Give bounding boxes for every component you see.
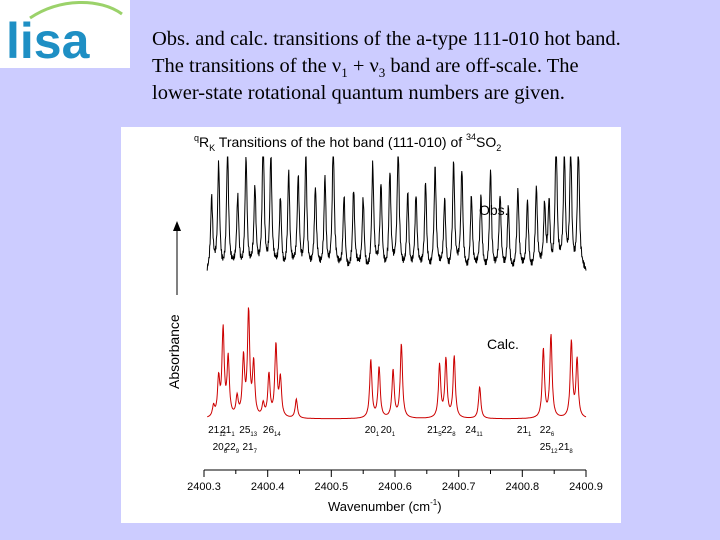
x-tick-label: 2400.7 bbox=[442, 481, 476, 493]
x-tick-label: 2400.4 bbox=[251, 481, 285, 493]
annotation-label-0: 2112 bbox=[208, 425, 226, 438]
logo-text: lisa bbox=[6, 13, 91, 68]
annotation-label-5: 201 bbox=[381, 425, 396, 438]
caption-sub-3: 3 bbox=[378, 65, 386, 81]
annotation-label-15: 218 bbox=[558, 442, 573, 455]
title-text: Transitions of the hot band (111-010) of bbox=[215, 134, 466, 150]
annotation-label-10: 226 bbox=[540, 425, 555, 438]
legend-obs: Obs. bbox=[479, 202, 509, 218]
annotation-label-7: 228 bbox=[441, 425, 456, 438]
title-pre-sup: q bbox=[194, 133, 199, 143]
logo-swoosh bbox=[29, 0, 123, 20]
spectrum-figure: qRK Transitions of the hot band (111-010… bbox=[121, 127, 621, 523]
annotation-label-6: 215 bbox=[427, 425, 442, 438]
x-axis: 2400.3 2400.4 2400.5 2400.6 2400.7 2400.8 2400… bbox=[187, 469, 603, 493]
x-tick-label: 2400.5 bbox=[314, 481, 348, 493]
caption-line-1: Obs. and calc. transitions of the a-type… bbox=[152, 28, 621, 50]
annotation-label-12: 229 bbox=[225, 442, 240, 455]
title-iso-sup: 34 bbox=[466, 132, 476, 142]
title-mol-sub: 2 bbox=[496, 143, 501, 153]
title-sub: K bbox=[209, 143, 215, 153]
caption-sub-1: 1 bbox=[341, 65, 348, 81]
x-label-main: Wavenumber (cm bbox=[328, 499, 430, 514]
caption-line-2: The transitions of the ν1 + ν3 band are … bbox=[152, 53, 712, 80]
annotation-label-14: 2512 bbox=[540, 442, 558, 455]
y-axis-arrow-head bbox=[173, 221, 181, 231]
legend-calc: Calc. bbox=[487, 336, 519, 352]
title-main: R bbox=[199, 134, 209, 150]
x-tick-label: 2400.9 bbox=[569, 481, 603, 493]
x-tick-label: 2400.8 bbox=[505, 481, 539, 493]
x-tick-label: 2400.6 bbox=[378, 481, 412, 493]
y-axis: Absorbance bbox=[166, 221, 182, 389]
annotation-label-4: 201 bbox=[365, 425, 380, 438]
series-obs-line bbox=[206, 156, 587, 271]
y-axis-label: Absorbance bbox=[166, 314, 182, 389]
caption-line-2-c: band are off-scale. The bbox=[385, 55, 579, 77]
lisa-logo: lisa bbox=[0, 0, 130, 69]
caption-line-2-a: The transitions of the ν bbox=[152, 55, 342, 77]
annotation-label-8: 2411 bbox=[465, 425, 483, 438]
caption-line-3: lower-state rotational quantum numbers a… bbox=[152, 82, 565, 104]
caption-line-2-b: + ν bbox=[347, 55, 379, 77]
lisa-logo-graphic: lisa bbox=[6, 0, 123, 69]
series-calc-line bbox=[207, 307, 587, 420]
annotation-label-9: 211 bbox=[517, 425, 532, 438]
annotation-label-13: 217 bbox=[243, 442, 258, 455]
x-label-end: ) bbox=[437, 499, 441, 514]
x-tick-label: 2400.3 bbox=[187, 481, 221, 493]
spectrum-chart: qRK Transitions of the hot band (111-010… bbox=[166, 132, 603, 514]
annotation-label-1: 211 bbox=[220, 425, 235, 438]
x-label-sup: -1 bbox=[430, 498, 438, 507]
annotation-label-3: 2614 bbox=[263, 425, 281, 438]
slide-caption: Obs. and calc. transitions of the a-type… bbox=[152, 26, 712, 107]
title-molecule: SO bbox=[476, 134, 496, 150]
chart-title: qRK Transitions of the hot band (111-010… bbox=[194, 132, 501, 153]
annotation-label-11: 206 bbox=[213, 442, 228, 455]
annotation-label-2: 2513 bbox=[239, 425, 257, 438]
x-axis-label: Wavenumber (cm-1) bbox=[328, 498, 442, 514]
